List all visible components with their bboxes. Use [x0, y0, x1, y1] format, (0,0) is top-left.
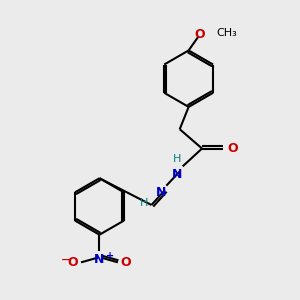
Text: H: H: [140, 199, 148, 208]
Text: O: O: [227, 142, 238, 155]
Text: N: N: [172, 168, 183, 181]
Text: O: O: [68, 256, 78, 269]
Text: CH₃: CH₃: [216, 28, 237, 38]
Text: +: +: [106, 251, 114, 261]
Text: N: N: [156, 186, 166, 199]
Text: H: H: [173, 154, 181, 164]
Text: O: O: [121, 256, 131, 269]
Text: N: N: [94, 253, 105, 266]
Text: −: −: [61, 254, 70, 264]
Text: O: O: [195, 28, 205, 41]
